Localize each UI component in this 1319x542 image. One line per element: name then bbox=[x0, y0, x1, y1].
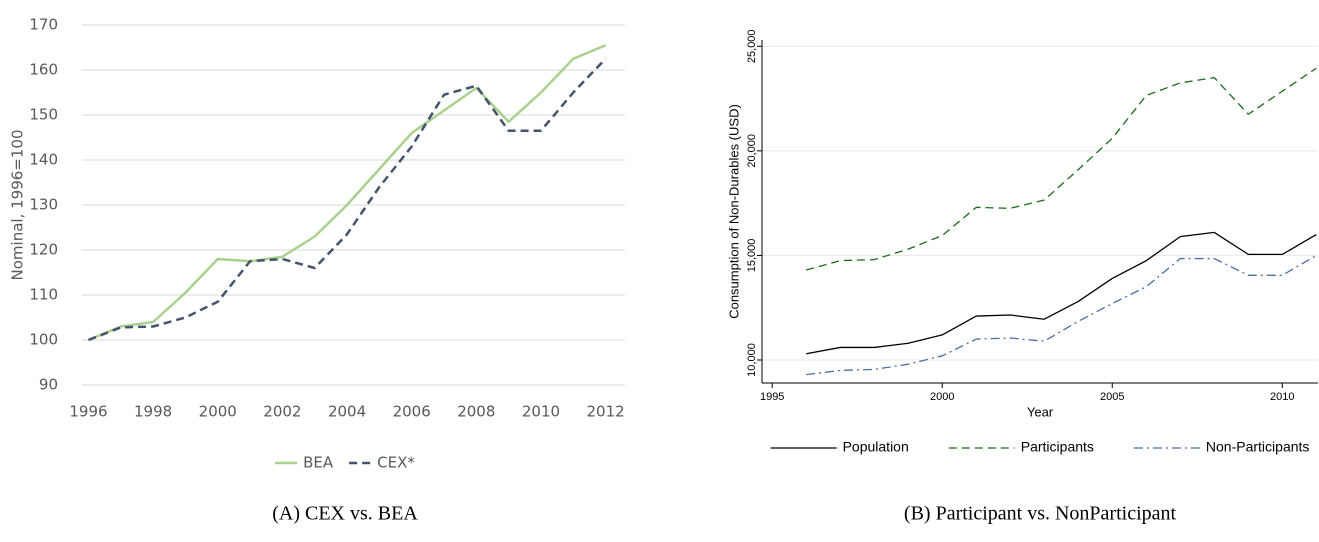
y-tick-label: 120 bbox=[29, 241, 58, 259]
y-tick-label: 150 bbox=[29, 106, 58, 124]
legend-label: Population bbox=[843, 439, 909, 455]
x-tick-label: 2002 bbox=[263, 403, 301, 421]
legend-label: Participants bbox=[1021, 439, 1094, 455]
y-tick-label: 100 bbox=[29, 331, 58, 349]
series-line bbox=[88, 57, 607, 342]
y-tick-label: 140 bbox=[29, 151, 58, 169]
caption: (B) Participant vs. NonParticipant bbox=[904, 503, 1177, 525]
x-tick-label: 2005 bbox=[1100, 391, 1124, 403]
series-line bbox=[806, 67, 1317, 271]
y-tick-label: 130 bbox=[29, 196, 58, 214]
y-tick-label: 15,000 bbox=[746, 239, 758, 273]
x-tick-label: 2006 bbox=[393, 403, 431, 421]
series-line bbox=[87, 44, 607, 342]
x-tick-label: 1998 bbox=[134, 403, 172, 421]
y-tick-label: 10,000 bbox=[746, 343, 758, 377]
x-tick-label: 2010 bbox=[1270, 391, 1294, 403]
legend-label: BEA bbox=[303, 454, 334, 472]
legend-label: CEX* bbox=[377, 454, 415, 472]
legend: Population Participants Non-Participants bbox=[770, 439, 1310, 455]
y-tick-label: 110 bbox=[29, 286, 58, 304]
chart-panel: 90 100 110 120 130 140 150 160 170 1996 1998 2000 20… bbox=[9, 16, 625, 525]
x-tick-label: 2000 bbox=[930, 391, 954, 403]
y-tick-label: 25,000 bbox=[746, 29, 758, 63]
legend: BEA CEX* bbox=[275, 454, 415, 472]
y-tick-label: 170 bbox=[29, 16, 58, 34]
x-tick-label: 1996 bbox=[69, 403, 107, 421]
x-tick-label: 2008 bbox=[457, 403, 495, 421]
x-tick-label: 2004 bbox=[328, 403, 366, 421]
y-axis-label: Consumption of Non-Durables (USD) bbox=[726, 104, 741, 319]
chart-panel: 10,000 15,000 20,000 25,000 1995 2000 2005 2010… bbox=[726, 29, 1318, 525]
series-line bbox=[806, 231, 1317, 355]
x-axis-label: Year bbox=[1027, 404, 1054, 419]
y-tick-label: 90 bbox=[39, 376, 58, 394]
x-tick-label: 2010 bbox=[522, 403, 560, 421]
y-tick-label: 160 bbox=[29, 61, 58, 79]
series-line bbox=[806, 254, 1317, 376]
y-axis-label: Nominal, 1996=100 bbox=[9, 130, 27, 281]
x-tick-label: 2000 bbox=[199, 403, 237, 421]
caption: (A) CEX vs. BEA bbox=[272, 503, 418, 525]
legend-label: Non-Participants bbox=[1206, 439, 1310, 455]
x-tick-label: 1995 bbox=[760, 391, 784, 403]
x-tick-label: 2012 bbox=[587, 403, 625, 421]
y-tick-label: 20,000 bbox=[746, 134, 758, 168]
